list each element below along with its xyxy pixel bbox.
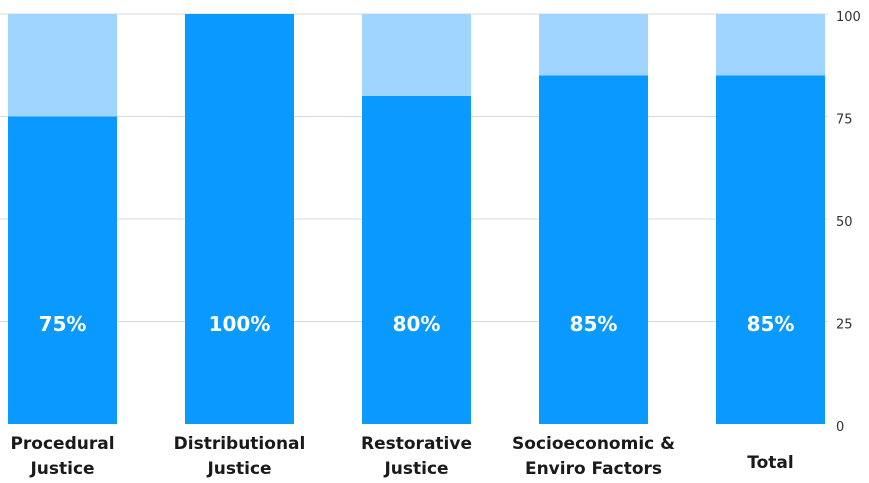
data-label-1: 100% xyxy=(209,312,271,336)
y-axis: 0 25 50 75 100 xyxy=(836,10,861,435)
x-tick-label-line: Justice xyxy=(29,459,94,479)
data-labels: 75% 100% 80% 85% 85% xyxy=(39,312,795,336)
x-tick-label-4: Total xyxy=(747,453,793,473)
y-tick-label-50: 50 xyxy=(836,215,853,230)
data-label-0: 75% xyxy=(39,312,87,336)
y-tick-label-25: 25 xyxy=(836,318,853,333)
x-tick-label-line: Distributional xyxy=(174,434,306,454)
x-tick-label-line: Socioeconomic & xyxy=(512,434,675,454)
bars xyxy=(8,14,825,424)
x-tick-label-line: Procedural xyxy=(10,434,114,454)
bar-3 xyxy=(539,75,648,424)
bar-remainder-2 xyxy=(362,14,471,96)
bar-remainder-0 xyxy=(8,14,117,117)
bar-2 xyxy=(362,96,471,424)
x-tick-label-0: Procedural Justice xyxy=(10,434,114,479)
data-label-4: 85% xyxy=(747,312,795,336)
y-tick-label-75: 75 xyxy=(836,113,853,128)
x-tick-label-2: Restorative Justice xyxy=(361,434,472,479)
y-tick-label-100: 100 xyxy=(836,10,861,25)
bar-1 xyxy=(185,14,294,424)
data-label-3: 85% xyxy=(570,312,618,336)
data-label-2: 80% xyxy=(393,312,441,336)
x-tick-label-line: Justice xyxy=(383,459,448,479)
bar-4 xyxy=(716,75,825,424)
bar-0 xyxy=(8,116,117,424)
x-tick-label-line: Justice xyxy=(206,459,271,479)
x-tick-label-line: Enviro Factors xyxy=(525,459,662,479)
x-tick-label-1: Distributional Justice xyxy=(174,434,306,479)
x-tick-label-line: Total xyxy=(747,453,793,473)
bar-remainder-4 xyxy=(716,14,825,76)
y-tick-label-0: 0 xyxy=(836,420,844,435)
bar-remainder-3 xyxy=(539,14,648,76)
x-tick-label-line: Restorative xyxy=(361,434,472,454)
x-tick-label-3: Socioeconomic & Enviro Factors xyxy=(512,434,675,479)
